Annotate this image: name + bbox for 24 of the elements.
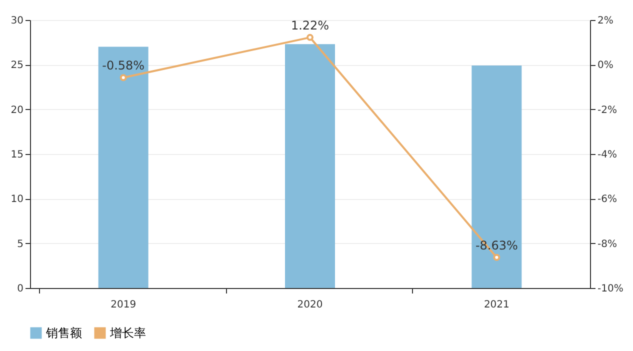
data-label: -0.58%	[102, 58, 145, 73]
y-tick-label: 10	[10, 194, 24, 206]
y-tick-label: 25	[10, 60, 24, 72]
y-tick-label: 20	[10, 104, 24, 116]
x-tick-label: 2021	[484, 300, 510, 310]
y-tick-label: 15	[10, 150, 24, 160]
legend-label: 增长率	[109, 326, 146, 340]
y-tick-label: 5	[17, 238, 24, 250]
y2-tick-label: -10%	[598, 284, 624, 294]
y2-tick-label: -2%	[598, 104, 617, 116]
point	[120, 74, 127, 82]
legend-label: 销售额	[45, 326, 82, 340]
y-tick-label: 30	[10, 16, 24, 26]
data-label: 1.22%	[290, 18, 330, 32]
y2-tick-label: -6%	[598, 194, 617, 206]
point	[493, 254, 500, 261]
y2-tick-label: -4%	[598, 150, 617, 160]
y2-tick-label: -8%	[598, 238, 617, 250]
point	[306, 34, 314, 41]
y-tick-label: 0	[17, 284, 24, 294]
x-tick-label: 2020	[297, 300, 323, 310]
x-tick-label: 2019	[110, 300, 136, 310]
y2-tick-label: 0%	[598, 60, 614, 72]
y2-tick-label: 2%	[598, 16, 614, 26]
